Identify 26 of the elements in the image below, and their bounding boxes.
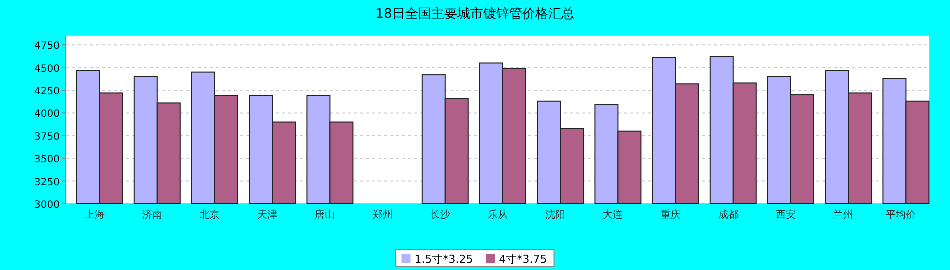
x-tick-label: 大连 (603, 209, 624, 221)
x-tick-label: 成都 (718, 209, 738, 221)
y-tick-label: 4000 (34, 109, 60, 120)
x-tick-label: 平均价 (886, 209, 916, 221)
y-tick-label: 4500 (34, 64, 60, 75)
x-tick-label: 济南 (142, 209, 162, 221)
y-tick-label: 3750 (34, 132, 60, 143)
legend-label: 4寸*3.75 (499, 253, 548, 266)
legend-label: 1.5寸*3.25 (414, 253, 474, 266)
y-tick-label: 4250 (34, 86, 60, 98)
x-tick-label: 北京 (200, 209, 220, 221)
y-tick-label: 3250 (34, 177, 60, 188)
x-tick-label: 西安 (776, 209, 796, 221)
x-tick-label: 上海 (84, 209, 105, 221)
x-tick-label: 乐从 (488, 209, 508, 221)
x-tick-label: 重庆 (660, 209, 681, 221)
y-tick-label: 3500 (34, 154, 60, 166)
x-tick-label: 唐山 (315, 209, 336, 221)
chart-title: 18日全国主要城市镀锌管价格汇总 (376, 6, 574, 22)
x-tick-label: 天津 (258, 209, 278, 221)
x-tick-label: 沈阳 (546, 209, 566, 221)
y-tick-label: 4750 (34, 41, 60, 52)
x-tick-label: 兰州 (834, 209, 854, 221)
y-tick-label: 3000 (34, 200, 60, 211)
x-tick-label: 长沙 (430, 209, 450, 221)
x-tick-label: 郑州 (372, 209, 393, 221)
